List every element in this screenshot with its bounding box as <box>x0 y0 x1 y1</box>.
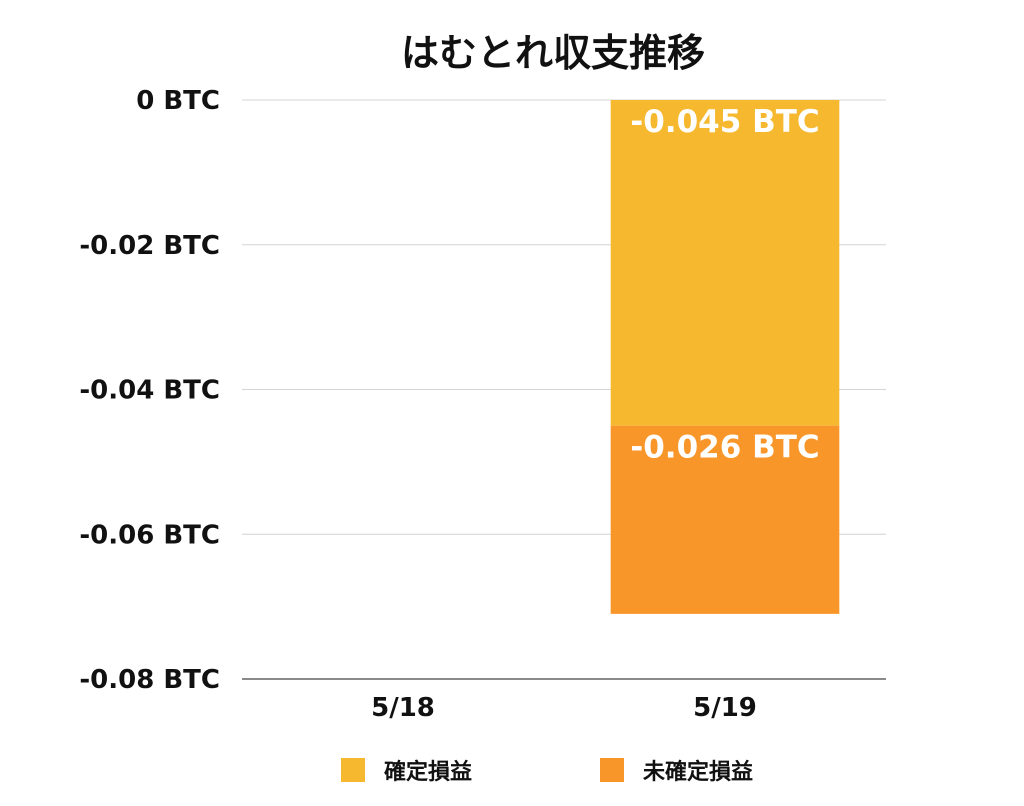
data-label: -0.026 BTC <box>630 430 819 466</box>
x-axis-ticks: 5/18 5/19 <box>371 693 757 723</box>
legend: 確定損益 未確定損益 <box>341 758 753 785</box>
y-tick-label: 0 BTC <box>136 86 220 116</box>
y-tick-label: -0.02 BTC <box>79 231 220 261</box>
y-tick-label: -0.06 BTC <box>79 520 220 550</box>
data-labels: -0.045 BTC -0.026 BTC <box>630 104 819 466</box>
legend-label: 確定損益 <box>384 759 472 785</box>
legend-swatch-未確定損益 <box>600 758 624 782</box>
bar-確定損益-5/19 <box>610 100 840 426</box>
y-tick-label: -0.08 BTC <box>79 665 220 695</box>
bars <box>610 100 840 614</box>
legend-swatch-確定損益 <box>341 758 365 782</box>
data-label: -0.045 BTC <box>630 104 819 140</box>
bar-未確定損益-5/19 <box>610 425 840 614</box>
x-tick-label: 5/19 <box>693 693 757 723</box>
x-tick-label: 5/18 <box>371 693 435 723</box>
y-axis-ticks: 0 BTC -0.02 BTC -0.04 BTC -0.06 BTC -0.08 BT… <box>79 86 220 695</box>
legend-label: 未確定損益 <box>643 759 753 785</box>
y-tick-label: -0.04 BTC <box>79 376 220 406</box>
chart-title: はむとれ収支推移 <box>401 31 705 75</box>
